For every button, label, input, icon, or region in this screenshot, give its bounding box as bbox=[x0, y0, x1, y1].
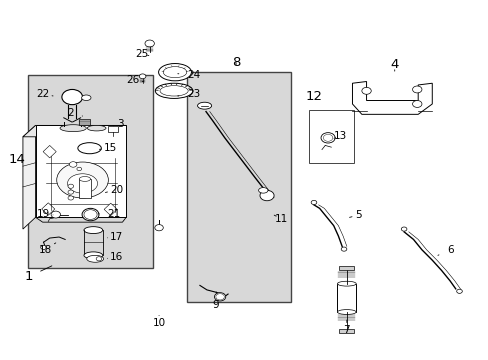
Circle shape bbox=[310, 201, 316, 204]
Circle shape bbox=[260, 190, 273, 201]
Ellipse shape bbox=[84, 252, 102, 259]
Ellipse shape bbox=[258, 188, 267, 193]
Circle shape bbox=[144, 40, 154, 47]
Bar bbox=[108, 126, 118, 132]
Circle shape bbox=[62, 89, 82, 105]
Text: 26: 26 bbox=[126, 76, 143, 85]
Text: 25: 25 bbox=[135, 49, 148, 59]
Ellipse shape bbox=[337, 310, 355, 314]
Circle shape bbox=[341, 247, 346, 251]
Ellipse shape bbox=[163, 67, 186, 78]
Bar bbox=[79, 179, 91, 198]
Bar bbox=[339, 266, 354, 270]
Ellipse shape bbox=[158, 63, 191, 81]
Bar bbox=[63, 157, 119, 208]
Text: 11: 11 bbox=[274, 214, 287, 224]
Text: 3: 3 bbox=[113, 119, 123, 129]
Polygon shape bbox=[41, 203, 55, 215]
Text: 8: 8 bbox=[231, 56, 240, 69]
Text: 15: 15 bbox=[99, 143, 117, 153]
Text: 17: 17 bbox=[107, 232, 123, 242]
Polygon shape bbox=[36, 125, 126, 217]
Polygon shape bbox=[23, 125, 36, 229]
Text: 1: 1 bbox=[24, 266, 52, 283]
Circle shape bbox=[361, 87, 370, 94]
Circle shape bbox=[41, 245, 46, 249]
Text: 7: 7 bbox=[343, 320, 349, 335]
Circle shape bbox=[77, 167, 81, 171]
Text: 13: 13 bbox=[333, 131, 346, 141]
Circle shape bbox=[68, 184, 74, 188]
Text: 18: 18 bbox=[38, 243, 56, 255]
Ellipse shape bbox=[78, 143, 101, 154]
Ellipse shape bbox=[87, 125, 106, 131]
Ellipse shape bbox=[67, 174, 98, 193]
Circle shape bbox=[139, 74, 145, 79]
Circle shape bbox=[82, 208, 99, 221]
Text: 9: 9 bbox=[212, 300, 218, 310]
Circle shape bbox=[412, 86, 421, 93]
Ellipse shape bbox=[57, 162, 108, 198]
Circle shape bbox=[68, 196, 74, 200]
Text: 23: 23 bbox=[178, 89, 200, 99]
Text: 19: 19 bbox=[37, 209, 53, 219]
Text: 2: 2 bbox=[67, 108, 82, 118]
Text: 20: 20 bbox=[105, 185, 123, 195]
Text: 22: 22 bbox=[36, 89, 53, 99]
Polygon shape bbox=[104, 203, 117, 216]
Circle shape bbox=[96, 257, 102, 261]
Polygon shape bbox=[23, 125, 126, 137]
Text: 21: 21 bbox=[98, 209, 121, 219]
Text: 4: 4 bbox=[390, 58, 398, 71]
Ellipse shape bbox=[160, 86, 188, 96]
Circle shape bbox=[320, 132, 334, 143]
Ellipse shape bbox=[79, 176, 90, 181]
Circle shape bbox=[69, 162, 77, 167]
Circle shape bbox=[51, 211, 61, 218]
Circle shape bbox=[456, 289, 461, 293]
Bar bbox=[187, 72, 291, 302]
Ellipse shape bbox=[81, 95, 91, 100]
Circle shape bbox=[155, 225, 163, 231]
Ellipse shape bbox=[197, 102, 211, 109]
Text: 10: 10 bbox=[152, 315, 165, 328]
Text: 12: 12 bbox=[305, 90, 322, 103]
Circle shape bbox=[68, 190, 74, 194]
Bar bbox=[27, 75, 153, 268]
Bar bbox=[79, 119, 89, 125]
Text: 5: 5 bbox=[349, 210, 361, 220]
Text: 16: 16 bbox=[107, 252, 123, 262]
Ellipse shape bbox=[337, 281, 355, 286]
Circle shape bbox=[412, 100, 421, 107]
Text: 24: 24 bbox=[178, 69, 200, 80]
Bar bbox=[337, 284, 355, 312]
Ellipse shape bbox=[84, 227, 102, 234]
Circle shape bbox=[214, 293, 225, 301]
Ellipse shape bbox=[60, 125, 86, 132]
Bar bbox=[308, 110, 353, 163]
Text: 14: 14 bbox=[8, 153, 25, 166]
Ellipse shape bbox=[86, 255, 103, 262]
Ellipse shape bbox=[84, 210, 97, 219]
Text: 6: 6 bbox=[437, 245, 452, 255]
Bar bbox=[339, 329, 354, 333]
Circle shape bbox=[401, 227, 406, 231]
Ellipse shape bbox=[155, 83, 192, 98]
Polygon shape bbox=[352, 81, 431, 114]
Polygon shape bbox=[43, 145, 56, 158]
Ellipse shape bbox=[323, 134, 332, 141]
Ellipse shape bbox=[215, 294, 224, 300]
